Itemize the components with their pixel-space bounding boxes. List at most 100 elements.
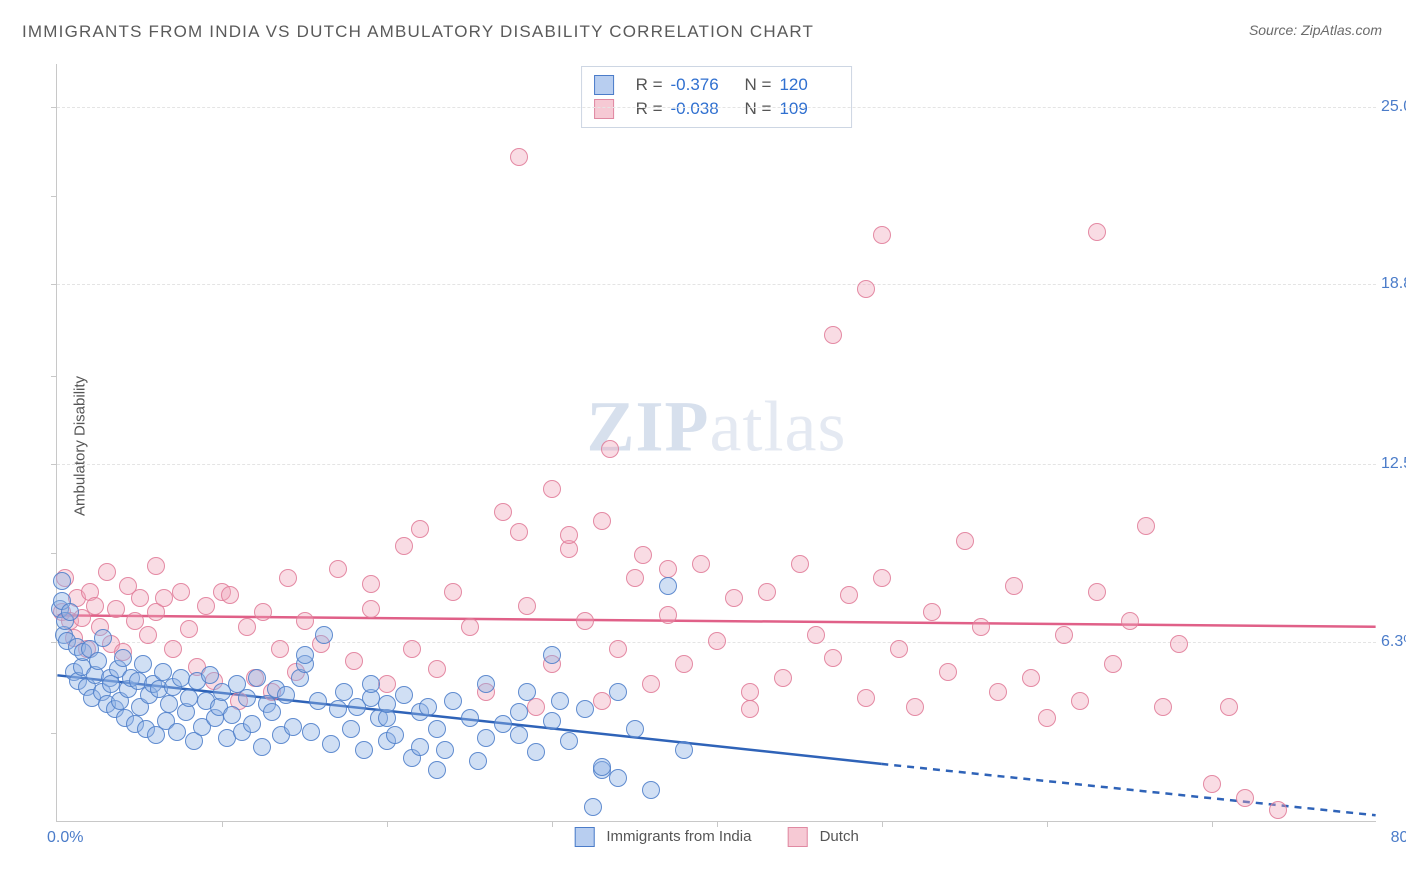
scatter-point-pink xyxy=(807,626,825,644)
scatter-point-pink xyxy=(238,618,256,636)
scatter-point-pink xyxy=(411,520,429,538)
scatter-point-blue xyxy=(309,692,327,710)
y-minor-tick xyxy=(51,733,57,734)
y-tick xyxy=(51,642,57,643)
scatter-point-blue xyxy=(642,781,660,799)
n-value-blue: 120 xyxy=(779,73,839,97)
scatter-point-blue xyxy=(201,666,219,684)
scatter-point-pink xyxy=(675,655,693,673)
trend-line xyxy=(881,764,1375,815)
y-tick xyxy=(51,107,57,108)
legend-swatch-blue xyxy=(594,75,614,95)
x-tick xyxy=(1212,821,1213,827)
scatter-point-pink xyxy=(1022,669,1040,687)
scatter-point-pink xyxy=(708,632,726,650)
scatter-point-blue xyxy=(626,720,644,738)
n-label-pink: N = xyxy=(745,97,772,121)
scatter-point-pink xyxy=(840,586,858,604)
scatter-point-blue xyxy=(428,720,446,738)
scatter-point-pink xyxy=(362,600,380,618)
scatter-point-blue xyxy=(172,669,190,687)
scatter-point-pink xyxy=(131,589,149,607)
scatter-point-blue xyxy=(378,695,396,713)
scatter-point-pink xyxy=(1104,655,1122,673)
scatter-point-pink xyxy=(857,280,875,298)
n-value-pink: 109 xyxy=(779,97,839,121)
scatter-point-blue xyxy=(114,649,132,667)
scatter-point-pink xyxy=(741,683,759,701)
scatter-point-pink xyxy=(626,569,644,587)
scatter-point-blue xyxy=(335,683,353,701)
watermark: ZIPatlas xyxy=(587,386,847,469)
scatter-point-pink xyxy=(659,560,677,578)
chart-title: IMMIGRANTS FROM INDIA VS DUTCH AMBULATOR… xyxy=(22,22,814,42)
scatter-point-pink xyxy=(147,557,165,575)
correlation-legend-row-blue: R = -0.376 N = 120 xyxy=(594,73,840,97)
scatter-point-pink xyxy=(296,612,314,630)
scatter-point-pink xyxy=(634,546,652,564)
scatter-point-pink xyxy=(601,440,619,458)
scatter-point-blue xyxy=(61,603,79,621)
source-prefix: Source: xyxy=(1249,22,1301,38)
scatter-point-blue xyxy=(543,646,561,664)
scatter-point-pink xyxy=(197,597,215,615)
scatter-point-blue xyxy=(419,698,437,716)
scatter-point-pink xyxy=(609,640,627,658)
scatter-point-pink xyxy=(791,555,809,573)
scatter-point-pink xyxy=(1088,223,1106,241)
scatter-point-blue xyxy=(322,735,340,753)
legend-swatch-pink xyxy=(594,99,614,119)
scatter-point-pink xyxy=(279,569,297,587)
scatter-point-blue xyxy=(89,652,107,670)
y-minor-tick xyxy=(51,553,57,554)
scatter-point-pink xyxy=(107,600,125,618)
scatter-point-pink xyxy=(139,626,157,644)
scatter-point-pink xyxy=(857,689,875,707)
scatter-point-pink xyxy=(428,660,446,678)
scatter-point-blue xyxy=(477,729,495,747)
scatter-point-pink xyxy=(395,537,413,555)
scatter-point-blue xyxy=(53,572,71,590)
scatter-point-blue xyxy=(411,738,429,756)
scatter-point-blue xyxy=(277,686,295,704)
gridline xyxy=(57,284,1376,285)
scatter-point-blue xyxy=(248,669,266,687)
scatter-point-pink xyxy=(642,675,660,693)
scatter-point-blue xyxy=(444,692,462,710)
scatter-point-pink xyxy=(543,480,561,498)
trend-lines-svg xyxy=(57,64,1376,821)
scatter-point-pink xyxy=(329,560,347,578)
chart-container: IMMIGRANTS FROM INDIA VS DUTCH AMBULATOR… xyxy=(0,0,1406,892)
y-minor-tick xyxy=(51,196,57,197)
scatter-point-pink xyxy=(1005,577,1023,595)
scatter-point-pink xyxy=(972,618,990,636)
scatter-point-pink xyxy=(1038,709,1056,727)
series-legend-label-pink: Dutch xyxy=(820,828,859,845)
scatter-point-blue xyxy=(168,723,186,741)
x-axis-min-label: 0.0% xyxy=(47,829,83,847)
x-tick xyxy=(387,821,388,827)
source-name: ZipAtlas.com xyxy=(1301,22,1382,38)
scatter-point-blue xyxy=(576,700,594,718)
scatter-point-blue xyxy=(362,675,380,693)
x-tick xyxy=(222,821,223,827)
scatter-point-pink xyxy=(593,692,611,710)
r-label-blue: R = xyxy=(636,73,663,97)
scatter-point-pink xyxy=(510,523,528,541)
scatter-point-blue xyxy=(609,683,627,701)
scatter-point-blue xyxy=(253,738,271,756)
scatter-point-blue xyxy=(510,703,528,721)
gridline xyxy=(57,107,1376,108)
scatter-point-pink xyxy=(1154,698,1172,716)
scatter-point-blue xyxy=(518,683,536,701)
scatter-point-blue xyxy=(238,689,256,707)
scatter-point-pink xyxy=(1055,626,1073,644)
scatter-point-pink xyxy=(1088,583,1106,601)
r-label-pink: R = xyxy=(636,97,663,121)
scatter-point-blue xyxy=(543,712,561,730)
scatter-point-pink xyxy=(692,555,710,573)
scatter-point-pink xyxy=(725,589,743,607)
scatter-point-blue xyxy=(386,726,404,744)
scatter-point-pink xyxy=(824,326,842,344)
scatter-point-blue xyxy=(551,692,569,710)
